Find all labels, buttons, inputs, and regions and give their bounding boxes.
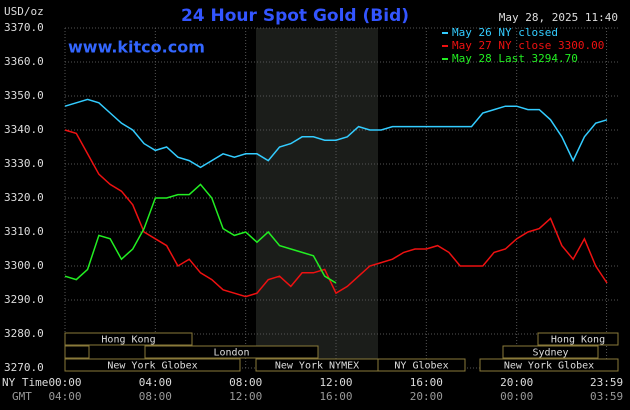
- y-tick-label: 3280.0: [4, 327, 44, 340]
- session-box: [479, 358, 619, 372]
- x-tick-label: 16:00: [410, 376, 443, 389]
- series-line: [64, 98, 608, 169]
- gmt-tick-label: 16:00: [319, 390, 352, 403]
- session-box: [64, 332, 193, 346]
- y-tick-label: 3270.0: [4, 361, 44, 374]
- x-tick-label: 04:00: [139, 376, 172, 389]
- gmt-tick-label: 12:00: [229, 390, 262, 403]
- y-tick-label: 3350.0: [4, 89, 44, 102]
- series-line: [64, 129, 608, 298]
- gmt-tick-label: 04:00: [48, 390, 81, 403]
- legend-label: May 27 NY close 3300.00: [452, 39, 604, 52]
- x-axis-label: NY Time: [2, 376, 48, 389]
- y-tick-label: 3370.0: [4, 21, 44, 34]
- session-box: [64, 345, 90, 359]
- gmt-tick-label: 08:00: [139, 390, 172, 403]
- y-tick-label: 3360.0: [4, 55, 44, 68]
- timestamp: May 28, 2025 11:40: [499, 11, 618, 24]
- chart-title: 24 Hour Spot Gold (Bid): [181, 6, 409, 26]
- session-box: [144, 345, 319, 359]
- session-box: [502, 345, 599, 359]
- session-box: [537, 332, 619, 346]
- y-tick-label: 3310.0: [4, 225, 44, 238]
- legend-label: May 28 Last 3294.70: [452, 52, 578, 65]
- y-tick-label: 3300.0: [4, 259, 44, 272]
- session-label: New York Globex: [504, 361, 594, 372]
- gmt-tick-label: 20:00: [410, 390, 443, 403]
- session-label: New York Globex: [107, 361, 197, 372]
- y-tick-label: 3330.0: [4, 157, 44, 170]
- y-axis-label: USD/oz: [4, 5, 44, 18]
- y-tick-label: 3290.0: [4, 293, 44, 306]
- x-tick-label: 23:59: [590, 376, 623, 389]
- watermark: www.kitco.com: [68, 38, 205, 57]
- y-tick-label: 3320.0: [4, 191, 44, 204]
- x-tick-label: 20:00: [500, 376, 533, 389]
- legend-label: May 26 NY closed: [452, 26, 558, 39]
- session-label: NY Globex: [394, 361, 448, 372]
- x2-axis-label: GMT: [12, 390, 32, 403]
- session-label: Sydney: [532, 348, 568, 359]
- session-box: [377, 358, 466, 372]
- x-tick-label: 08:00: [229, 376, 262, 389]
- session-label: Hong Kong: [101, 335, 155, 346]
- legend-swatch: [442, 58, 448, 60]
- legend-swatch: [442, 45, 448, 47]
- legend-swatch: [442, 32, 448, 34]
- session-label: Hong Kong: [551, 335, 605, 346]
- session-label: London: [213, 348, 249, 359]
- x-tick-label: 00:00: [48, 376, 81, 389]
- series-line: [64, 183, 337, 284]
- gmt-tick-label: 03:59: [590, 390, 623, 403]
- gmt-tick-label: 00:00: [500, 390, 533, 403]
- session-box: [64, 358, 241, 372]
- session-label: New York NYMEX: [275, 361, 359, 372]
- x-tick-label: 12:00: [319, 376, 352, 389]
- y-tick-label: 3340.0: [4, 123, 44, 136]
